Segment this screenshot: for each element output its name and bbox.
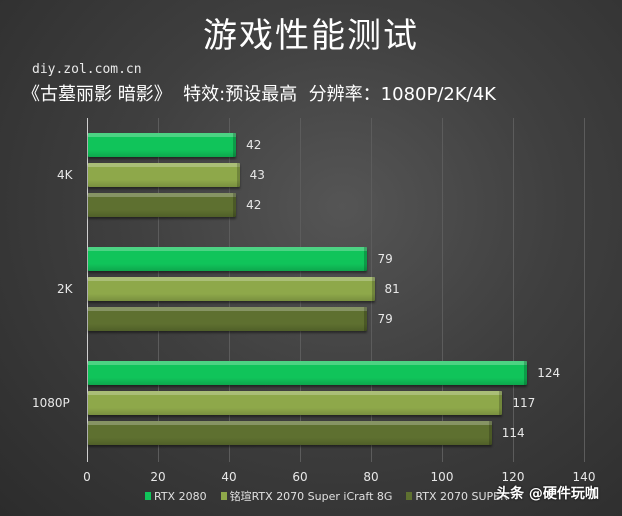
bar xyxy=(88,163,240,187)
bar xyxy=(88,361,528,385)
legend-item-icraft: 铭瑄RTX 2070 Super iCraft 8G xyxy=(220,488,392,504)
data-label: 42 xyxy=(246,198,262,212)
bar xyxy=(88,391,503,415)
legend-swatch-icon xyxy=(220,492,227,500)
x-tick-label: 120 xyxy=(501,470,525,484)
x-tick-label: 80 xyxy=(363,470,379,484)
category-label: 2K xyxy=(57,282,73,296)
category-label: 1080P xyxy=(32,396,70,410)
data-label: 79 xyxy=(377,312,393,326)
legend: RTX 2080 铭瑄RTX 2070 Super iCraft 8G RTX … xyxy=(145,488,508,504)
chart-title: 游戏性能测试 xyxy=(203,16,419,56)
category-label: 4K xyxy=(57,168,73,182)
chart-subtitle: 《古墓丽影 暗影》 特效:预设最高 分辨率：1080P/2K/4K xyxy=(22,84,496,105)
grid-line xyxy=(442,118,443,462)
x-tick-label: 20 xyxy=(150,470,166,484)
bar xyxy=(88,247,368,271)
data-label: 114 xyxy=(501,426,525,440)
x-tick-label: 40 xyxy=(221,470,237,484)
site-url: diy.zol.com.cn xyxy=(32,62,142,77)
data-label: 117 xyxy=(512,396,536,410)
x-tick-label: 140 xyxy=(572,470,596,484)
legend-item-rtx2070super: RTX 2070 SUPER xyxy=(406,490,508,503)
x-tick-label: 100 xyxy=(430,470,454,484)
bar xyxy=(88,277,375,301)
data-label: 79 xyxy=(377,252,393,266)
data-label: 124 xyxy=(537,366,561,380)
data-label: 43 xyxy=(249,168,265,182)
legend-swatch-icon xyxy=(145,492,151,500)
y-axis-line xyxy=(87,118,88,462)
x-tick-label: 0 xyxy=(83,470,91,484)
data-label: 42 xyxy=(246,138,262,152)
grid-line xyxy=(513,118,514,462)
bar xyxy=(88,421,492,445)
legend-swatch-icon xyxy=(406,492,413,500)
grid-line xyxy=(584,118,585,462)
data-label: 81 xyxy=(384,282,400,296)
watermark: 头条 @硬件玩咖 xyxy=(496,486,599,502)
bar xyxy=(88,133,237,157)
legend-item-rtx2080: RTX 2080 xyxy=(145,490,207,503)
x-tick-label: 60 xyxy=(292,470,308,484)
bar xyxy=(88,193,237,217)
bar xyxy=(88,307,368,331)
